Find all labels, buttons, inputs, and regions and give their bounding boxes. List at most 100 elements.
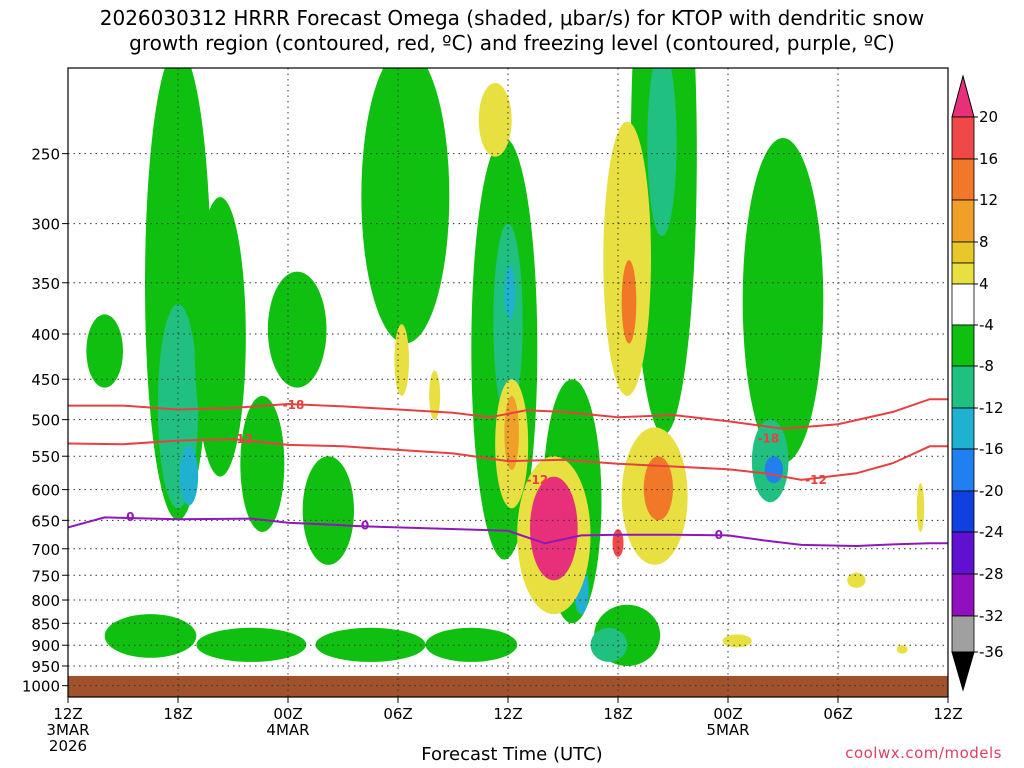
omega-region-neg16: [764, 456, 783, 484]
x-tick-label: 06Z: [383, 705, 412, 723]
colorbar: 20 16 12 8 4 -4 -8 -12 -16 -20 -24 -28 -32 -36: [951, 74, 1004, 692]
x-tick-label: 3MAR: [46, 721, 89, 739]
x-tick-label: 12Z: [493, 705, 522, 723]
omega-region-pos4: [478, 83, 512, 157]
colorbar-label: 20: [979, 108, 998, 126]
colorbar-label: 8: [979, 233, 989, 251]
colorbar-bottom-arrow: [951, 651, 975, 692]
contour-label: -18: [757, 431, 779, 445]
x-tick-label: 18Z: [163, 705, 192, 723]
omega-region-pos20: [530, 476, 578, 581]
contour-label: 0: [361, 519, 369, 533]
colorbar-label: -16: [979, 440, 1004, 458]
omega-region-neg4: [240, 395, 285, 532]
ground-layer: [68, 675, 948, 697]
colorbar-bin: [951, 262, 975, 285]
omega-shading: [86, 68, 925, 666]
colorbar-label: -32: [979, 607, 1004, 625]
omega-region-pos4: [429, 370, 441, 420]
x-tick-label: 5MAR: [706, 721, 749, 739]
contour-line--18: [68, 398, 948, 430]
y-tick-label: 550: [31, 448, 60, 466]
x-tick-label: 00Z: [713, 705, 742, 723]
contour-line--12: [68, 438, 948, 481]
colorbar-bin: [951, 407, 975, 450]
colorbar-bin: [951, 531, 975, 575]
y-axis: 250 300 350 400 450 500 550 600 650 700 750 800 850 9…: [22, 146, 68, 696]
y-tick-label: 1000: [22, 678, 60, 696]
colorbar-label: 12: [979, 191, 998, 209]
omega-region-pos4: [603, 121, 652, 396]
y-tick-label: 950: [31, 658, 60, 676]
colorbar-bin: [951, 158, 975, 201]
omega-region-pos4: [896, 645, 908, 654]
omega-region-neg4: [361, 68, 450, 344]
omega-region-neg4: [267, 271, 327, 388]
colorbar-label: -8: [979, 357, 994, 375]
omega-region-neg8: [647, 68, 677, 237]
x-tick-label: 00Z: [273, 705, 302, 723]
contour-label: -12: [526, 473, 548, 487]
y-tick-label: 700: [31, 541, 60, 559]
y-tick-label: 750: [31, 567, 60, 585]
colorbar-bin: [951, 283, 975, 326]
contour-label: -18: [283, 398, 305, 412]
omega-region-pos4: [916, 483, 925, 532]
omega-region-pos12: [643, 456, 673, 521]
chart-title: 2026030312 HRRR Forecast Omega (shaded, …: [0, 6, 1024, 56]
y-tick-label: 250: [31, 146, 60, 164]
colorbar-bin: [951, 199, 975, 243]
x-tick-label: 12Z: [933, 705, 962, 723]
colorbar-label: -24: [979, 523, 1004, 541]
contour-label: -12: [231, 432, 253, 446]
title-line-2: growth region (contoured, red, ºC) and f…: [129, 31, 895, 55]
omega-region-neg4: [425, 627, 518, 662]
x-tick-label: 06Z: [823, 705, 852, 723]
colorbar-bin: [951, 324, 975, 367]
colorbar-bin: [951, 448, 975, 492]
x-tick-label: 18Z: [603, 705, 632, 723]
omega-region-neg4: [104, 614, 197, 658]
omega-region-neg4: [86, 314, 123, 388]
colorbar-label: 4: [979, 275, 989, 293]
grid: [67, 68, 949, 697]
colorbar-label: -20: [979, 482, 1004, 500]
colorbar-top-arrow: [951, 74, 975, 118]
colorbar-bin: [951, 365, 975, 409]
omega-region-neg4: [302, 456, 355, 565]
colorbar-label: -4: [979, 316, 994, 334]
y-tick-label: 450: [31, 371, 60, 389]
omega-region-pos12: [621, 260, 637, 344]
contour-line-0: [68, 516, 948, 548]
credit-text: coolwx.com/models: [845, 744, 1002, 762]
omega-region-pos16: [612, 529, 624, 557]
contour-label: -12: [805, 473, 827, 487]
colorbar-label: 16: [979, 150, 998, 168]
omega-region-neg12: [504, 265, 516, 320]
y-tick-label: 900: [31, 637, 60, 655]
omega-region-neg4: [630, 68, 697, 435]
y-tick-label: 350: [31, 275, 60, 293]
colorbar-bin: [951, 490, 975, 533]
y-tick-label: 400: [31, 326, 60, 344]
omega-region-pos8: [504, 395, 519, 470]
omega-region-neg8: [590, 627, 628, 662]
contour-labels: -18 -12 0 0 -12 -18 -12 0: [126, 398, 827, 542]
colorbar-label: -28: [979, 565, 1004, 583]
x-tick-label: 2026: [49, 737, 87, 755]
title-line-1: 2026030312 HRRR Forecast Omega (shaded, …: [99, 6, 925, 30]
y-tick-label: 300: [31, 216, 60, 234]
colorbar-bin: [951, 241, 975, 264]
contour-label: 0: [715, 528, 723, 542]
omega-region-neg4: [196, 627, 307, 662]
temperature-contours: [68, 398, 948, 548]
omega-region-neg4: [194, 197, 246, 477]
x-tick-label: 4MAR: [266, 721, 309, 739]
y-tick-label: 850: [31, 615, 60, 633]
ground-fill: [68, 675, 948, 697]
omega-region-neg12: [179, 445, 199, 506]
colorbar-label: -36: [979, 643, 1004, 661]
colorbar-bin: [951, 116, 975, 160]
